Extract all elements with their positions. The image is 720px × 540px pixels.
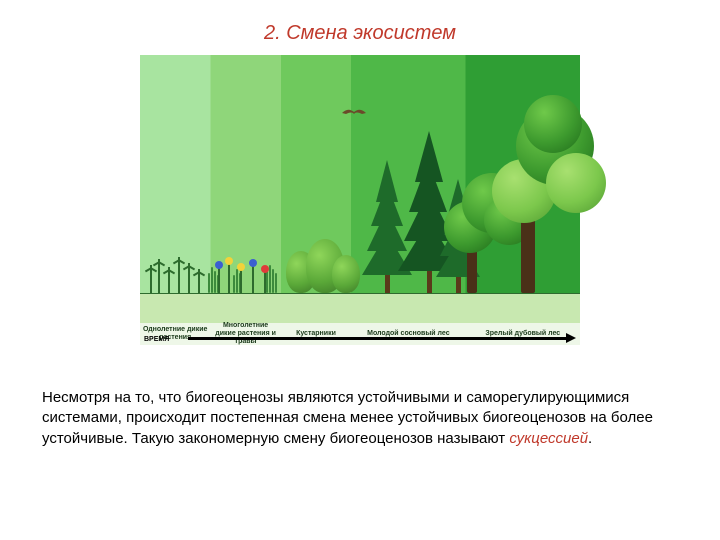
paragraph-post: .	[588, 430, 592, 447]
flower	[240, 269, 242, 293]
annual-plant	[198, 269, 200, 293]
title-text: 2. Смена экосистем	[264, 22, 456, 44]
annual-plant	[168, 267, 170, 293]
flower	[228, 263, 230, 293]
time-axis-label: ВРЕМЯ	[144, 336, 169, 343]
flower	[218, 267, 220, 293]
ground-strip	[140, 293, 580, 323]
stage-label-2: Многолетние дикие растения и травы	[210, 322, 280, 345]
flower	[252, 265, 254, 293]
bird-icon	[340, 105, 368, 119]
body-paragraph: Несмотря на то, что биогеоценозы являютс…	[42, 388, 678, 449]
annual-plant	[158, 259, 160, 293]
time-axis-arrow-icon	[188, 337, 568, 340]
shrub	[332, 255, 360, 293]
section-title: 2. Смена экосистем	[0, 0, 720, 55]
annual-plant	[188, 263, 190, 293]
stage-label-strip: Однолетние дикие растения Многолетние ди…	[140, 323, 580, 345]
plant-zone	[140, 55, 580, 293]
flower	[264, 271, 266, 293]
succession-diagram: Однолетние дикие растения Многолетние ди…	[140, 55, 580, 345]
annual-plant	[150, 265, 152, 293]
succession-term: сукцессией	[509, 430, 588, 447]
annual-plant	[178, 257, 180, 293]
